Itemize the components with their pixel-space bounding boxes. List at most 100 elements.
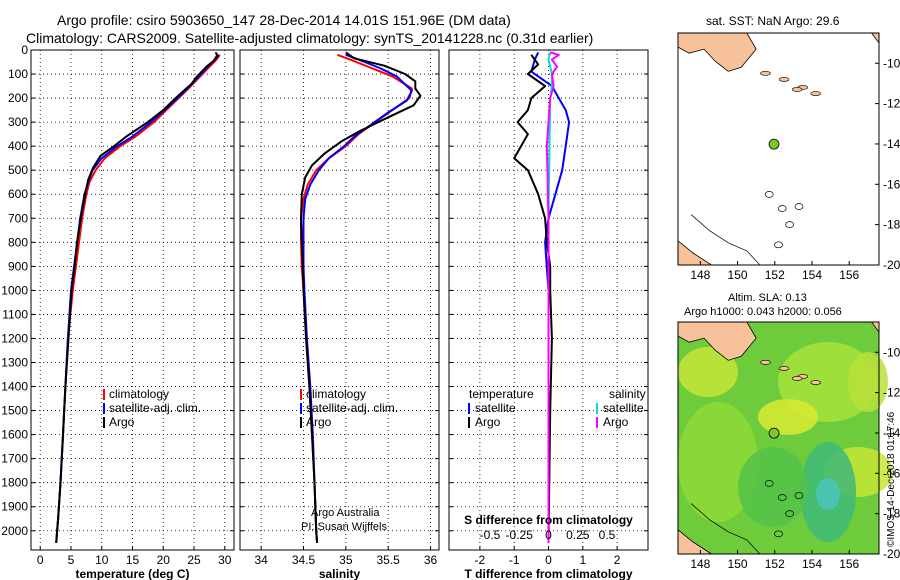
coral-sea-reef [777,494,787,501]
temperature-xtick-label: 25 [187,553,201,567]
depth-tick-label: 1600 [1,428,28,442]
legend-label: satellite-adj. clim. [109,401,201,415]
depth-tick-label: 300 [8,115,28,129]
difference-xtick-label: 0 [545,553,552,567]
louisiade-island [778,366,790,371]
map-ytick-label: -18 [883,507,900,521]
depth-tick-label: 0 [21,43,28,57]
depth-tick-label: 700 [8,211,28,225]
depth-tick-label: 1300 [1,356,28,370]
sdiff-axis-title: S difference from climatology [464,513,633,527]
depth-tick-label: 1100 [2,307,28,321]
sst-background [678,33,879,265]
legend-label-diff: Argo [603,415,629,429]
map-xtick-label: 150 [728,557,748,571]
sdiff-tick-label: 0 [545,528,552,542]
coral-sea-reef [785,221,795,229]
sdiff-tick-label: -0.25 [506,528,534,542]
coral-sea-reef [777,205,787,212]
sdiff-tick-label: 0.5 [599,528,616,542]
temperature-xtick-label: 30 [218,553,232,567]
depth-tick-label: 200 [8,91,28,105]
series-line-argo [300,51,422,543]
sdiff-tick-label: -0.5 [480,528,501,542]
louisiade-island [778,77,790,82]
depth-tick-label: 800 [8,235,28,249]
louisiade-island [791,87,803,92]
temperature-xtick-label: 15 [126,553,140,567]
louisiade-island [760,360,771,365]
depth-tick-label: 500 [8,163,28,177]
coral-sea-reef [774,530,783,538]
sla-map-title-line2: Argo h1000: 0.043 h2000: 0.056 [684,306,842,318]
map-xtick-label: 156 [839,557,859,571]
legend-label-diff: Argo [475,415,501,429]
float-location-marker [768,427,780,439]
difference-xlabel: T difference from climatology [464,567,632,580]
map-ytick-label: -12 [883,97,900,111]
map-ytick-label: -14 [883,137,900,151]
sla-anomaly-patch [738,447,808,527]
depth-tick-label: 100 [8,67,28,81]
map-ytick-label: -14 [883,426,900,440]
salinity-xtick-label: 35.5 [377,553,401,567]
louisiade-island [791,376,803,381]
sdiff-tick-label: 0.25 [566,528,590,542]
salinity-frame [239,49,440,551]
new-guinea-coast [677,32,757,72]
figure-title-line2: Climatology: CARS2009. Satellite-adjuste… [26,30,593,46]
depth-tick-label: 600 [8,187,28,201]
map-ytick-label: -20 [883,547,900,561]
series-line-temperature-argo [513,54,553,543]
legend-label: climatology [109,387,169,401]
legend-title-temperature: temperature [469,387,534,401]
imos-watermark: ©IMOS 14-Dec-2018 01:17:46 [886,411,897,547]
salinity-xtick-label: 36 [424,553,438,567]
depth-tick-label: 1900 [1,500,28,514]
map-xtick-label: 156 [839,268,859,282]
depth-tick-label: 900 [8,259,28,273]
sla-anomaly-patch [678,347,738,397]
sla-anomaly-patch [678,402,758,522]
depth-tick-label: 400 [8,139,28,153]
depth-tick-label: 2000 [1,524,28,538]
temperature-xlabel: temperature (deg C) [75,567,189,580]
depth-tick-label: 1500 [1,404,28,418]
louisiade-island [810,380,822,385]
louisiade-island [810,91,822,96]
temperature-profile-panel: 0 5 10 15 20 25 30 temperature (deg C) climatolo… [30,49,235,580]
difference-profile-panel: -2 -1 0 1 2T difference from climatology temp… [448,49,649,580]
sla-anomaly-patch [848,352,888,412]
map-ytick-label: -12 [883,386,900,400]
legend-label: Argo [306,415,332,429]
map-ytick-label: -10 [883,345,900,359]
series-line-salinity-argo [545,51,560,543]
coral-sea-reef [764,480,774,487]
difference-xtick-label: 1 [579,553,586,567]
legend-label: Argo [109,415,135,429]
map-ytick-label: -16 [883,177,900,191]
legend-title-salinity: salinity [609,387,646,401]
new-guinea-coast [677,321,757,361]
temperature-xtick-label: 10 [95,553,109,567]
coral-sea-reef [794,203,804,210]
depth-tick-label: 1400 [1,380,28,394]
figure-title-line1: Argo profile: csiro 5903650_147 28-Dec-2… [57,12,511,28]
depth-tick-label: 1000 [1,283,28,297]
depth-tick-label: 1200 [1,331,28,345]
map-frame [677,321,880,555]
depth-axis: 0 100 200 300 400 500 600 700 800 900 1000 1100 1200… [1,43,28,538]
sla-map: 148 150 152 154 156 -10 -12 -14 -16 -18 -20 [677,321,900,571]
credit-line2: PI: Susan Wijffels [301,521,387,533]
difference-xtick-label: 2 [614,553,621,567]
map-xtick-label: 150 [728,268,748,282]
sla-anomaly-patch [816,478,840,510]
difference-xtick-label: -2 [475,553,486,567]
credit-line1: Argo Australia [311,507,380,519]
sla-map-title-line1: Altim. SLA: 0.13 [728,292,807,304]
temperature-xtick-label: 0 [37,553,44,567]
shelf-contour [690,214,761,266]
louisiade-island [760,71,771,76]
map-xtick-label: 152 [765,268,785,282]
